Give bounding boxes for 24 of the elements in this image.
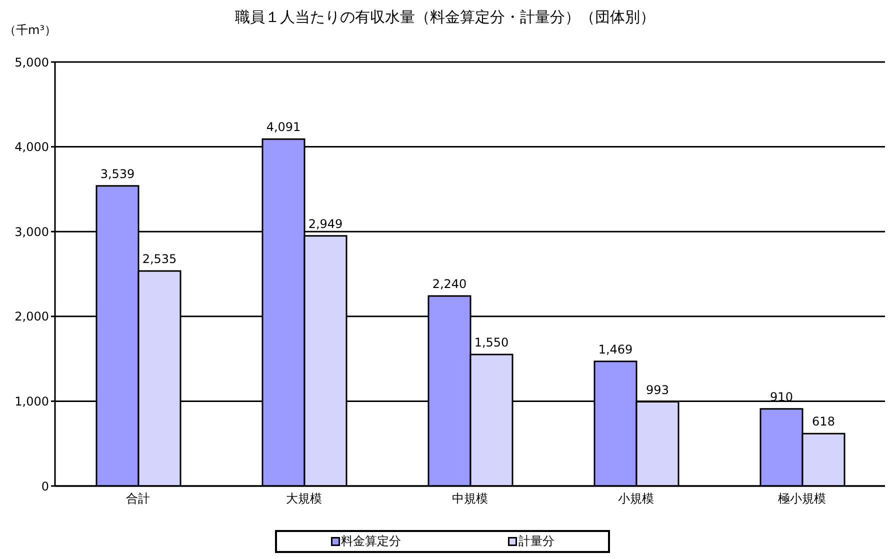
x-tick-label: 中規模 [452,492,488,506]
x-tick-label: 小規模 [618,492,654,506]
data-label: 2,949 [308,216,343,231]
data-label: 4,091 [266,120,301,134]
legend-label: 計量分 [518,533,554,550]
x-tick-label: 極小規模 [778,492,826,506]
data-label: 2,535 [142,252,177,266]
y-axis-title: （千m³） [4,22,56,39]
data-label: 3,539 [100,166,135,181]
data-label: 618 [812,414,835,429]
x-tick-label: 大規模 [286,492,322,506]
chart-title: 職員１人当たりの有収水量（料金算定分・計量分）（団体別） [235,8,655,26]
x-tick-label: 合計 [126,492,150,506]
y-tick-label: 4,000 [14,140,49,154]
data-label: 1,550 [474,336,509,350]
data-label: 993 [646,382,669,397]
y-tick-label: 5,000 [14,55,49,70]
legend-label: 料金算定分 [340,533,401,550]
data-label: 2,240 [432,277,467,292]
y-tick-label: 2,000 [14,310,49,324]
y-tick-label: 0 [41,479,49,494]
data-label: 1,469 [598,342,633,356]
y-tick-label: 1,000 [14,394,49,408]
y-tick-label: 3,000 [14,224,49,239]
